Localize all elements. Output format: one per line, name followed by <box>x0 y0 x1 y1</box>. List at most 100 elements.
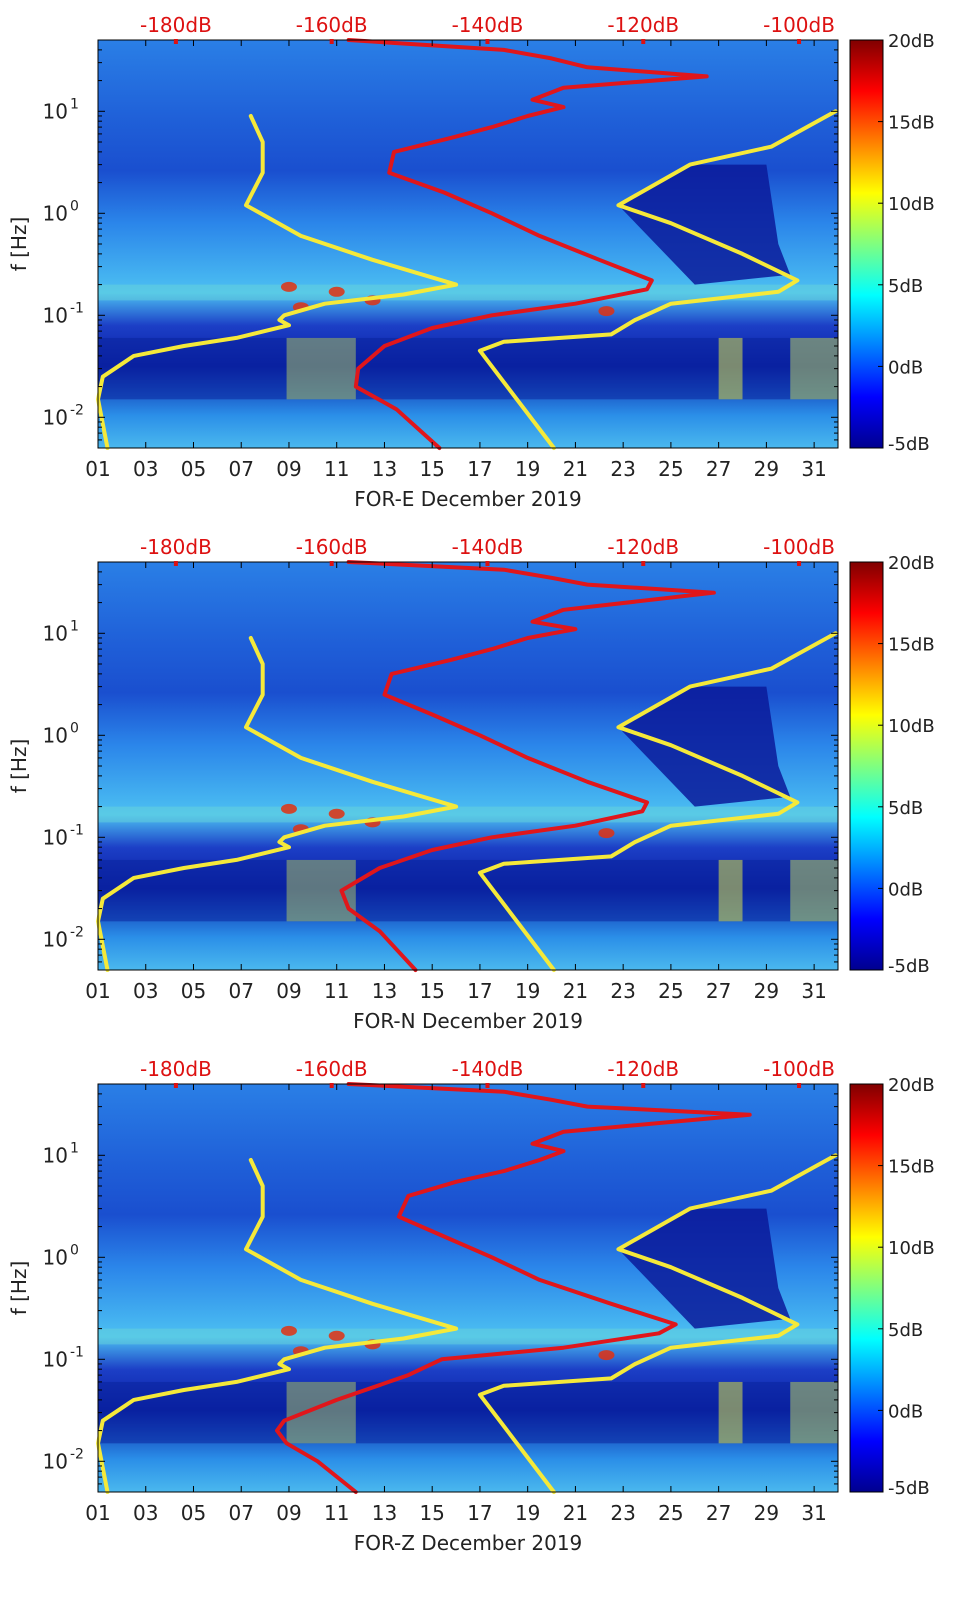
colorbar-label: -5dB <box>888 1478 930 1499</box>
colorbar <box>849 1083 884 1493</box>
colorbar-label: 20dB <box>888 1075 935 1096</box>
x-tick-label: 23 <box>610 1501 635 1525</box>
y-tick-exponent: 0 <box>70 1242 79 1258</box>
x-tick-label: 13 <box>372 1501 397 1525</box>
x-tick-label: 25 <box>658 1501 683 1525</box>
low-band-bright <box>790 859 838 922</box>
x-tick-label: 07 <box>228 1501 253 1525</box>
low-band-bright <box>286 1381 356 1444</box>
x-tick-label: 21 <box>563 457 588 481</box>
y-tick-label: 10 <box>43 303 68 327</box>
top-axis-label: -160dB <box>296 13 368 37</box>
y-tick-base: 10 <box>43 927 68 951</box>
x-tick-label: 29 <box>754 979 779 1003</box>
top-axis-label: -180dB <box>140 535 212 559</box>
y-tick-label: 10 <box>43 1347 68 1371</box>
top-axis-label: -120dB <box>607 1057 679 1081</box>
x-tick-label: 25 <box>658 457 683 481</box>
top-axis-tick <box>797 561 802 566</box>
x-axis-label: FOR-Z December 2019 <box>354 1531 583 1555</box>
y-tick-base: 10 <box>43 723 68 747</box>
x-tick-label: 27 <box>706 979 731 1003</box>
x-tick-label: 05 <box>181 979 206 1003</box>
colorbar-label: 20dB <box>888 553 935 574</box>
top-axis-tick <box>329 39 334 44</box>
y-tick-label: 10 <box>43 405 68 429</box>
top-axis-label: -140dB <box>452 535 524 559</box>
x-tick-label: 03 <box>133 1501 158 1525</box>
y-tick-label: 10 <box>43 825 68 849</box>
colorbar-label: 10dB <box>888 194 935 215</box>
low-band <box>98 859 838 922</box>
y-tick-exponent: -2 <box>70 1446 84 1462</box>
x-axis-label: FOR-E December 2019 <box>354 487 582 511</box>
x-tick-label: 15 <box>419 457 444 481</box>
top-axis-label: -180dB <box>140 1057 212 1081</box>
y-tick-label: 10 <box>43 723 68 747</box>
top-axis-tick <box>173 561 178 566</box>
low-band-bright <box>718 337 743 400</box>
yellow-noise-model-line <box>477 109 838 450</box>
low-band <box>98 1381 838 1444</box>
colorbar-label: 10dB <box>888 716 935 737</box>
top-axis-tick <box>641 561 646 566</box>
x-tick-label: 27 <box>706 457 731 481</box>
x-tick-label: 31 <box>801 979 826 1003</box>
x-tick-label: 21 <box>563 979 588 1003</box>
top-axis-tick <box>485 39 490 44</box>
top-axis-tick <box>641 1083 646 1088</box>
low-band <box>98 337 838 400</box>
x-tick-label: 11 <box>324 457 349 481</box>
x-tick-label: 27 <box>706 1501 731 1525</box>
y-tick-exponent: -1 <box>70 1344 84 1360</box>
low-band-bright <box>790 337 838 400</box>
top-axis-label: -180dB <box>140 13 212 37</box>
red-psd-line <box>346 38 709 450</box>
colorbar-label: 20dB <box>888 31 935 52</box>
hot-spot <box>598 1350 615 1361</box>
x-tick-label: 09 <box>276 1501 301 1525</box>
colorbar-label: 10dB <box>888 1238 935 1259</box>
x-tick-label: 31 <box>801 1501 826 1525</box>
colorbar-label: -5dB <box>888 956 930 977</box>
colorbar-label: 15dB <box>888 635 935 656</box>
colorbar <box>849 561 884 971</box>
y-tick-exponent: 0 <box>70 720 79 736</box>
top-axis-tick <box>329 1083 334 1088</box>
y-tick-base: 10 <box>43 825 68 849</box>
x-tick-label: 07 <box>228 457 253 481</box>
top-axis-label: -160dB <box>296 1057 368 1081</box>
y-tick-exponent: -1 <box>70 822 84 838</box>
red-psd-line <box>275 1082 752 1494</box>
hot-spot <box>280 281 297 292</box>
y-tick-label: 10 <box>43 99 68 123</box>
y-tick-exponent: -2 <box>70 402 84 418</box>
x-tick-label: 15 <box>419 979 444 1003</box>
y-tick-base: 10 <box>43 405 68 429</box>
y-tick-base: 10 <box>43 1143 68 1167</box>
yellow-noise-model-line <box>96 636 459 972</box>
y-axis-label: f [Hz] <box>7 217 31 272</box>
top-axis-tick <box>173 1083 178 1088</box>
x-tick-label: 11 <box>324 1501 349 1525</box>
y-tick-label: 10 <box>43 201 68 225</box>
y-tick-label: 10 <box>43 1449 68 1473</box>
yellow-noise-model-line <box>96 114 459 450</box>
top-axis-label: -120dB <box>607 535 679 559</box>
y-axis-label: f [Hz] <box>7 739 31 794</box>
y-tick-base: 10 <box>43 99 68 123</box>
colorbar <box>849 39 884 449</box>
top-axis-tick <box>797 39 802 44</box>
x-tick-label: 29 <box>754 1501 779 1525</box>
colorbar-label: 5dB <box>888 1320 923 1341</box>
top-axis-tick <box>173 39 178 44</box>
x-tick-label: 07 <box>228 979 253 1003</box>
colorbar-label: 5dB <box>888 276 923 297</box>
y-tick-exponent: -2 <box>70 924 84 940</box>
x-tick-label: 03 <box>133 979 158 1003</box>
colorbar-label: -5dB <box>888 434 930 455</box>
x-tick-label: 23 <box>610 979 635 1003</box>
x-tick-label: 09 <box>276 457 301 481</box>
